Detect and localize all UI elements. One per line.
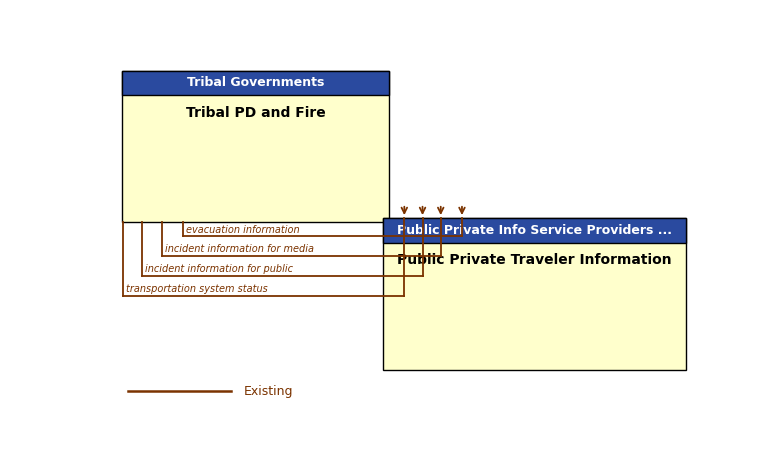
Text: incident information for media: incident information for media — [164, 244, 314, 255]
Text: Tribal Governments: Tribal Governments — [187, 76, 324, 89]
Text: incident information for public: incident information for public — [145, 264, 293, 274]
Text: evacuation information: evacuation information — [186, 225, 299, 234]
Text: Tribal PD and Fire: Tribal PD and Fire — [186, 106, 326, 120]
Bar — [383, 218, 687, 242]
Text: transportation system status: transportation system status — [126, 284, 268, 294]
Bar — [122, 71, 389, 222]
Text: Existing: Existing — [244, 385, 293, 398]
Text: Public Private Traveler Information: Public Private Traveler Information — [398, 253, 672, 267]
Text: Public Private Info Service Providers ...: Public Private Info Service Providers ..… — [397, 224, 673, 237]
Bar — [122, 71, 389, 95]
Bar — [383, 218, 687, 370]
